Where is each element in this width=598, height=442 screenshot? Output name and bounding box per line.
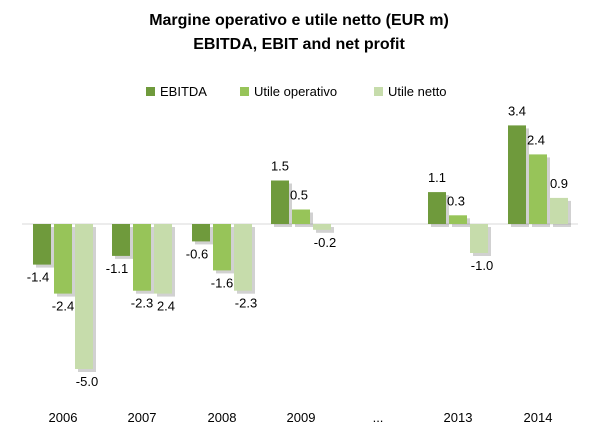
data-label-utile-netto-2013: -1.0: [471, 258, 493, 273]
data-label-ebitda-2009: 1.5: [271, 159, 289, 174]
data-label-utile-netto-2007: 2.4: [157, 299, 175, 314]
bar-utile-netto-2013: [470, 224, 488, 253]
bar-utile-operativo-2007: [133, 224, 151, 291]
x-tick-label-2009: 2009: [287, 410, 316, 425]
bar-ebitda-2013: [428, 192, 446, 224]
x-tick-label-2007: 2007: [128, 410, 157, 425]
bar-ebitda-2006: [33, 224, 51, 265]
data-label-utile-netto-2009: -0.2: [314, 235, 336, 250]
data-label-ebitda-2013: 1.1: [428, 170, 446, 185]
x-tick-label-2008: 2008: [208, 410, 237, 425]
legend-item-utile-netto: Utile netto: [374, 84, 447, 99]
bar-ebitda-2007: [112, 224, 130, 256]
data-label-utile-netto-2006: -5.0: [76, 374, 98, 389]
bar-ebitda-2014: [508, 125, 526, 224]
data-label-utile-operativo-2014: 2.4: [527, 132, 545, 147]
x-tick-label-2014: 2014: [524, 410, 553, 425]
bar-ebitda-2009: [271, 180, 289, 224]
legend-item-utile-operativo: Utile operativo: [240, 84, 337, 99]
bar-utile-netto-2007: [154, 224, 172, 294]
bar-utile-operativo-2014: [529, 154, 547, 224]
legend-item-ebitda: EBITDA: [146, 84, 207, 99]
x-tick-label-ellipsis: ...: [373, 410, 384, 425]
legend-label-ebitda: EBITDA: [160, 84, 207, 99]
data-label-utile-operativo-2006: -2.4: [52, 299, 74, 314]
chart-legend: EBITDA Utile operativo Utile netto: [0, 84, 598, 102]
data-label-ebitda-2006: -1.4: [27, 270, 49, 285]
data-label-ebitda-2014: 3.4: [508, 103, 526, 118]
chart-subtitle: EBITDA, EBIT and net profit: [193, 36, 405, 53]
bar-utile-operativo-2008: [213, 224, 231, 271]
data-label-utile-operativo-2009: 0.5: [290, 188, 308, 203]
bar-utile-operativo-2006: [54, 224, 72, 294]
legend-swatch-utile-netto: [374, 87, 383, 96]
legend-label-utile-operativo: Utile operativo: [254, 84, 338, 99]
bar-utile-operativo-2009: [292, 209, 310, 224]
data-label-ebitda-2007: -1.1: [106, 261, 128, 276]
data-label-utile-operativo-2008: -1.6: [211, 275, 233, 290]
bar-shadow: [316, 227, 334, 233]
data-label-utile-netto-2014: 0.9: [550, 176, 568, 191]
legend-swatch-utile-operativo: [240, 87, 249, 96]
bar-utile-netto-2014: [550, 197, 568, 224]
bar-utile-netto-2009: [313, 224, 331, 230]
bar-utile-netto-2008: [234, 224, 252, 291]
bar-ebitda-2008: [192, 224, 210, 242]
x-tick-label-2013: 2013: [444, 410, 473, 425]
bar-utile-operativo-2013: [449, 215, 467, 224]
legend-label-utile-netto: Utile netto: [388, 84, 447, 99]
legend-swatch-ebitda: [146, 87, 155, 96]
data-label-ebitda-2008: -0.6: [186, 246, 208, 261]
chart-title: Margine operativo e utile netto (EUR m): [149, 12, 449, 29]
data-label-utile-operativo-2013: 0.3: [447, 193, 465, 208]
x-tick-label-2006: 2006: [49, 410, 78, 425]
data-label-utile-operativo-2007: -2.3: [131, 296, 153, 311]
data-label-utile-netto-2008: -2.3: [235, 296, 257, 311]
bar-utile-netto-2006: [75, 224, 93, 369]
